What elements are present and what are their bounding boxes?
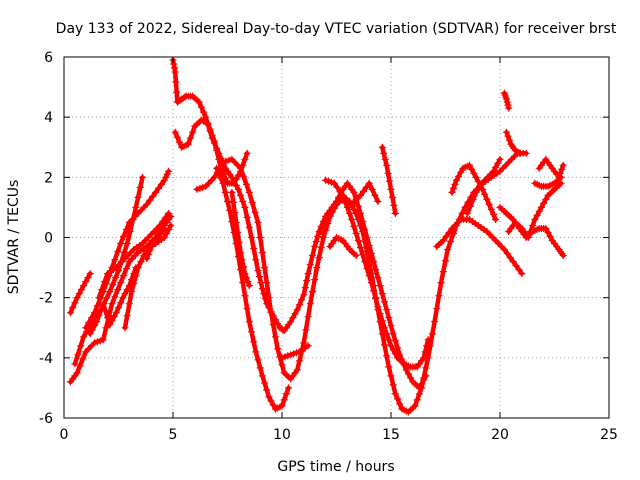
series-arc-3 — [67, 270, 94, 317]
series-markers — [535, 155, 567, 181]
series-markers — [95, 209, 173, 302]
x-tick-label: 10 — [273, 427, 291, 443]
series-arc-21 — [463, 155, 504, 217]
series-arc-5 — [95, 209, 173, 302]
data-series — [67, 56, 567, 416]
axis-ticks: 0 5 10 15 20 25 -6 -4 -2 0 2 4 6 — [39, 50, 618, 443]
series-arc-17 — [378, 143, 399, 217]
y-axis-label: SDTVAR / TECUs — [6, 180, 22, 295]
series-markers — [326, 234, 360, 259]
series-track — [449, 163, 498, 222]
series-track — [87, 265, 139, 337]
series-markers — [143, 225, 168, 263]
series-markers — [322, 176, 382, 208]
x-tick-label: 20 — [491, 427, 509, 443]
x-tick-label: 25 — [600, 427, 618, 443]
series-markers — [463, 155, 504, 217]
x-axis-label: GPS time / hours — [277, 459, 394, 475]
series-arc-18 — [326, 234, 360, 259]
series-markers — [378, 143, 399, 217]
series-track — [68, 271, 93, 315]
x-tick-label: 5 — [169, 427, 178, 443]
series-markers — [500, 89, 513, 112]
series-track — [144, 226, 167, 261]
series-markers — [503, 128, 524, 157]
y-tick-label: -4 — [39, 351, 53, 367]
series-track — [380, 145, 398, 216]
series-markers — [67, 270, 94, 317]
y-tick-label: 6 — [44, 50, 53, 66]
series-markers — [213, 164, 292, 413]
series-arc-20 — [448, 161, 500, 223]
series-markers — [505, 179, 565, 241]
x-tick-label: 0 — [60, 427, 69, 443]
y-tick-label: -2 — [39, 291, 53, 307]
series-arc-27 — [503, 128, 524, 157]
series-arc-12 — [213, 164, 292, 413]
y-tick-label: 2 — [44, 170, 53, 186]
series-arc-7 — [86, 264, 140, 338]
chart-title: Day 133 of 2022, Sidereal Day-to-day VTE… — [56, 21, 617, 37]
y-tick-label: 4 — [44, 110, 53, 126]
series-arc-10 — [171, 116, 251, 187]
series-arc-26 — [500, 89, 513, 112]
series-arc-19 — [433, 216, 526, 278]
series-markers — [278, 342, 312, 362]
series-arc-25 — [535, 155, 567, 181]
series-markers — [228, 188, 253, 290]
series-markers — [433, 216, 526, 278]
series-arc-13 — [228, 188, 253, 290]
series-arc-23 — [505, 179, 565, 241]
series-arc-16 — [322, 176, 382, 208]
series-arc-14 — [278, 342, 312, 362]
series-arc-8 — [143, 225, 168, 263]
y-tick-label: -6 — [39, 411, 53, 427]
x-tick-label: 15 — [382, 427, 400, 443]
series-markers — [86, 264, 140, 338]
y-tick-label: 0 — [44, 231, 53, 247]
